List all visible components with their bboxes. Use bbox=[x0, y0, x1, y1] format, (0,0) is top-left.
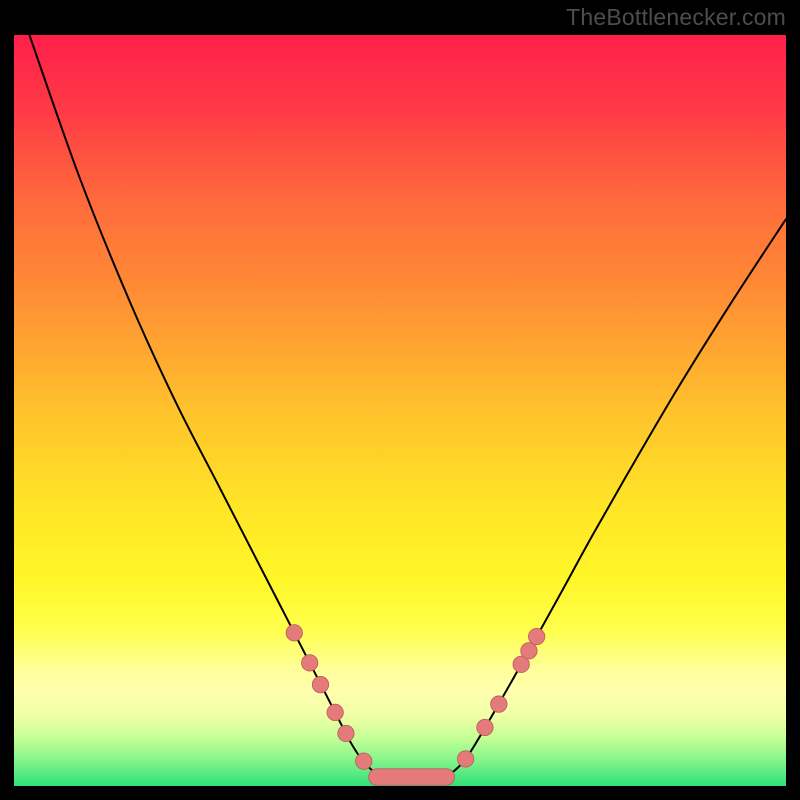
marker-point bbox=[521, 643, 537, 659]
marker-point bbox=[301, 655, 317, 671]
marker-point bbox=[312, 676, 328, 692]
gradient-background bbox=[14, 35, 786, 786]
marker-point bbox=[491, 696, 507, 712]
marker-point bbox=[286, 625, 302, 641]
marker-point bbox=[477, 719, 493, 735]
plot-area bbox=[14, 35, 786, 786]
chart-svg bbox=[14, 35, 786, 786]
marker-point bbox=[327, 704, 343, 720]
marker-point bbox=[338, 725, 354, 741]
marker-point bbox=[528, 628, 544, 644]
marker-point bbox=[356, 753, 372, 769]
watermark-text: TheBottlenecker.com bbox=[566, 4, 786, 31]
marker-flat-bar bbox=[369, 769, 455, 786]
marker-point bbox=[457, 751, 473, 767]
